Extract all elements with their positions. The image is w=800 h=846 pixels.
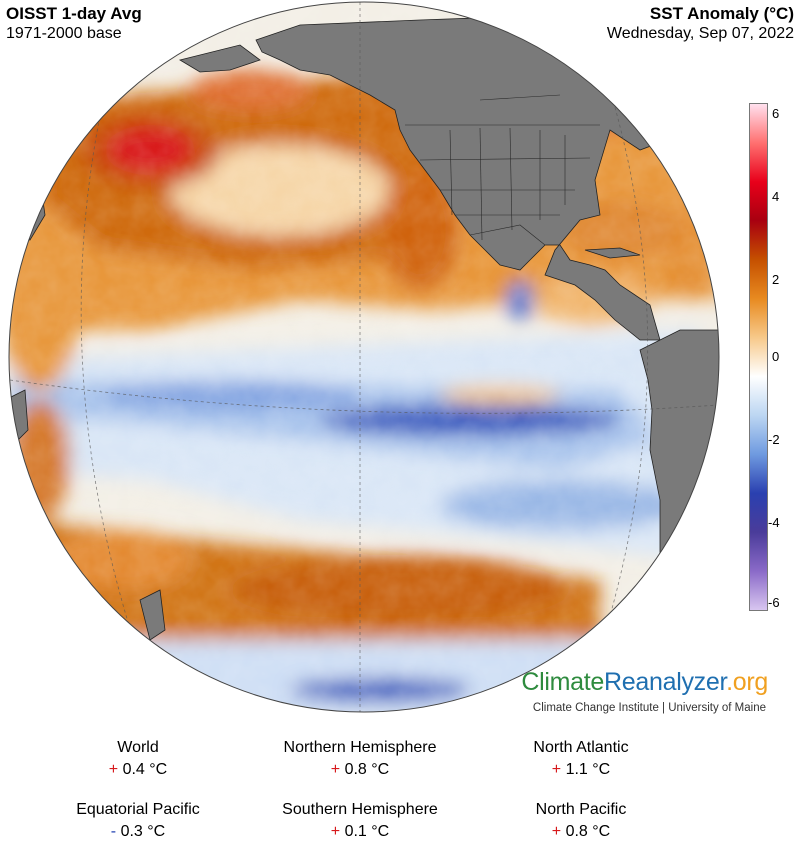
stat-southern-hemisphere: Southern Hemisphere + 0.1 °C (245, 799, 475, 843)
stat-sign: + (108, 761, 119, 778)
stat-label: Northern Hemisphere (283, 739, 437, 756)
stat-value: 1.1 °C (565, 761, 611, 778)
variable-title-block: SST Anomaly (°C) Wednesday, Sep 07, 2022 (607, 4, 794, 44)
stat-world: World + 0.4 °C (23, 737, 253, 781)
stat-north-pacific: North Pacific + 0.8 °C (466, 799, 696, 843)
base-period: 1971-2000 base (6, 25, 122, 42)
stat-value: 0.3 °C (120, 823, 166, 840)
climate-reanalyzer-logo: ClimateReanalyzer.org (521, 668, 768, 696)
caribbean-land (584, 247, 641, 259)
colorbar-tick: -4 (768, 515, 780, 530)
globe-outline (8, 1, 720, 713)
colorbar-tick: 6 (772, 106, 780, 121)
stat-value: 0.4 °C (122, 761, 168, 778)
alaska-land (178, 44, 261, 73)
stat-sign: - (110, 823, 117, 840)
greenland-land (559, 17, 661, 56)
colorbar-tick: 2 (772, 272, 780, 287)
north-america-land (255, 14, 719, 341)
colorbar-tick: -2 (768, 432, 780, 447)
colorbar-tick: 4 (772, 189, 780, 204)
stat-sign: + (330, 823, 341, 840)
political-boundaries (405, 94, 600, 246)
stat-label: Southern Hemisphere (282, 801, 438, 818)
stat-value: 0.8 °C (344, 761, 390, 778)
stat-label: World (117, 739, 159, 756)
stat-label: Equatorial Pacific (76, 801, 200, 818)
institution-credit: Climate Change Institute | University of… (532, 702, 766, 714)
colorbar-tick: -6 (768, 595, 780, 610)
new-zealand-land (139, 589, 166, 641)
stat-value: 0.1 °C (344, 823, 390, 840)
map-date: Wednesday, Sep 07, 2022 (606, 25, 794, 42)
stat-equatorial-pacific: Equatorial Pacific - 0.3 °C (23, 799, 253, 843)
stat-northern-hemisphere: Northern Hemisphere + 0.8 °C (245, 737, 475, 781)
stat-north-atlantic: North Atlantic + 1.1 °C (466, 737, 696, 781)
graticule (9, 2, 719, 712)
dataset-title: OISST 1-day Avg (6, 4, 142, 23)
stat-sign: + (330, 761, 341, 778)
colorbar-tick: 0 (772, 349, 780, 364)
stat-value: 0.8 °C (565, 823, 611, 840)
variable-title: SST Anomaly (°C) (649, 4, 794, 23)
stat-label: North Pacific (535, 801, 627, 818)
stat-label: North Atlantic (533, 739, 629, 756)
stat-sign: + (551, 761, 562, 778)
colorbar (749, 103, 768, 611)
map-title-block: OISST 1-day Avg 1971-2000 base (6, 4, 142, 44)
stat-sign: + (551, 823, 562, 840)
